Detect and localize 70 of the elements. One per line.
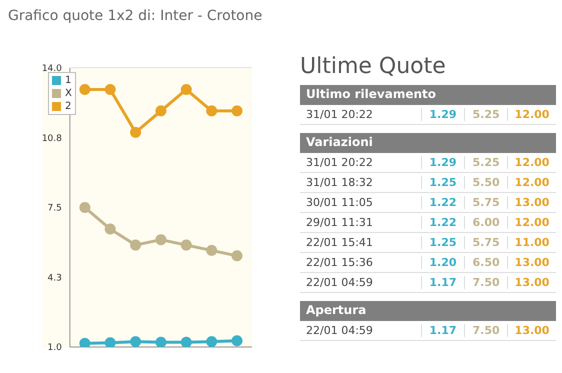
point [232, 105, 242, 116]
legend-label: 1 [65, 74, 72, 87]
point [180, 240, 192, 251]
point [180, 84, 192, 95]
data-label: 13.00 [507, 196, 556, 209]
category-label: 31/01 20:22 [305, 156, 374, 169]
data-label: 5.75 [464, 196, 508, 209]
category-label: 22/01 15:36 [305, 256, 374, 269]
data-label: 12.00 [507, 108, 556, 121]
data-label: 11.00 [507, 236, 556, 249]
point [206, 336, 218, 347]
chart-title: Grafico quote 1x2 di: Inter - Crotone [8, 8, 262, 24]
data-label: 1.17 [420, 276, 464, 289]
category-label: 31/01 20:22 [305, 108, 374, 121]
point [130, 240, 142, 251]
data-label: 5.50 [464, 176, 508, 189]
data-label: 1.22 [420, 196, 464, 209]
data-label: 6.50 [464, 256, 508, 269]
point [104, 337, 116, 347]
y-tick-label: 10.8 [42, 134, 62, 144]
data-label: 12.00 [507, 216, 556, 229]
y-tick-label: 1.0 [48, 343, 62, 354]
point [180, 336, 192, 347]
data-label: 1.20 [420, 256, 464, 269]
point [104, 223, 116, 234]
data-label: 13.00 [507, 324, 556, 337]
data-label: 5.25 [464, 156, 508, 169]
data-label: 5.75 [464, 236, 508, 249]
text: Ultimo rilevamento [300, 85, 556, 105]
data-label: 1.25 [420, 236, 464, 249]
category-label: 29/01 11:31 [305, 216, 374, 229]
point [232, 250, 242, 262]
point [104, 84, 116, 95]
y-tick-label: 14.0 [42, 64, 62, 74]
data-label: 1.29 [420, 108, 464, 121]
text: Apertura [300, 301, 556, 321]
text: Variazioni [300, 133, 556, 153]
point [206, 244, 218, 256]
data-label: 7.50 [464, 276, 508, 289]
text: Ultime Quote [300, 54, 447, 79]
category-label: 30/01 11:05 [305, 196, 374, 209]
data-label: 7.50 [464, 324, 508, 337]
data-label: 1.29 [420, 156, 464, 169]
point [232, 335, 242, 346]
data-label: 13.00 [507, 256, 556, 269]
legend-label: X [65, 87, 72, 100]
y-tick-label: 4.3 [48, 273, 62, 284]
y-tick-label: 7.5 [48, 204, 62, 214]
data-label: 1.17 [420, 324, 464, 337]
data-label: 12.00 [507, 176, 556, 189]
data-label: 13.00 [507, 276, 556, 289]
legend-label: 2 [65, 100, 72, 113]
category-label: 22/01 04:59 [305, 276, 374, 289]
data-label: 1.22 [420, 216, 464, 229]
point [155, 336, 166, 347]
point [206, 105, 218, 116]
point [79, 84, 90, 95]
point [79, 338, 90, 347]
data-label: 12.00 [507, 156, 556, 169]
data-label: 1.25 [420, 176, 464, 189]
point [130, 126, 142, 138]
category-label: 22/01 15:41 [305, 236, 374, 249]
category-label: 31/01 18:32 [305, 176, 374, 189]
category-label: 22/01 04:59 [305, 324, 374, 337]
point [155, 105, 166, 116]
point [155, 234, 166, 246]
point [130, 336, 142, 347]
point [79, 202, 90, 213]
data-label: 6.00 [464, 216, 508, 229]
data-label: 5.25 [464, 108, 508, 121]
